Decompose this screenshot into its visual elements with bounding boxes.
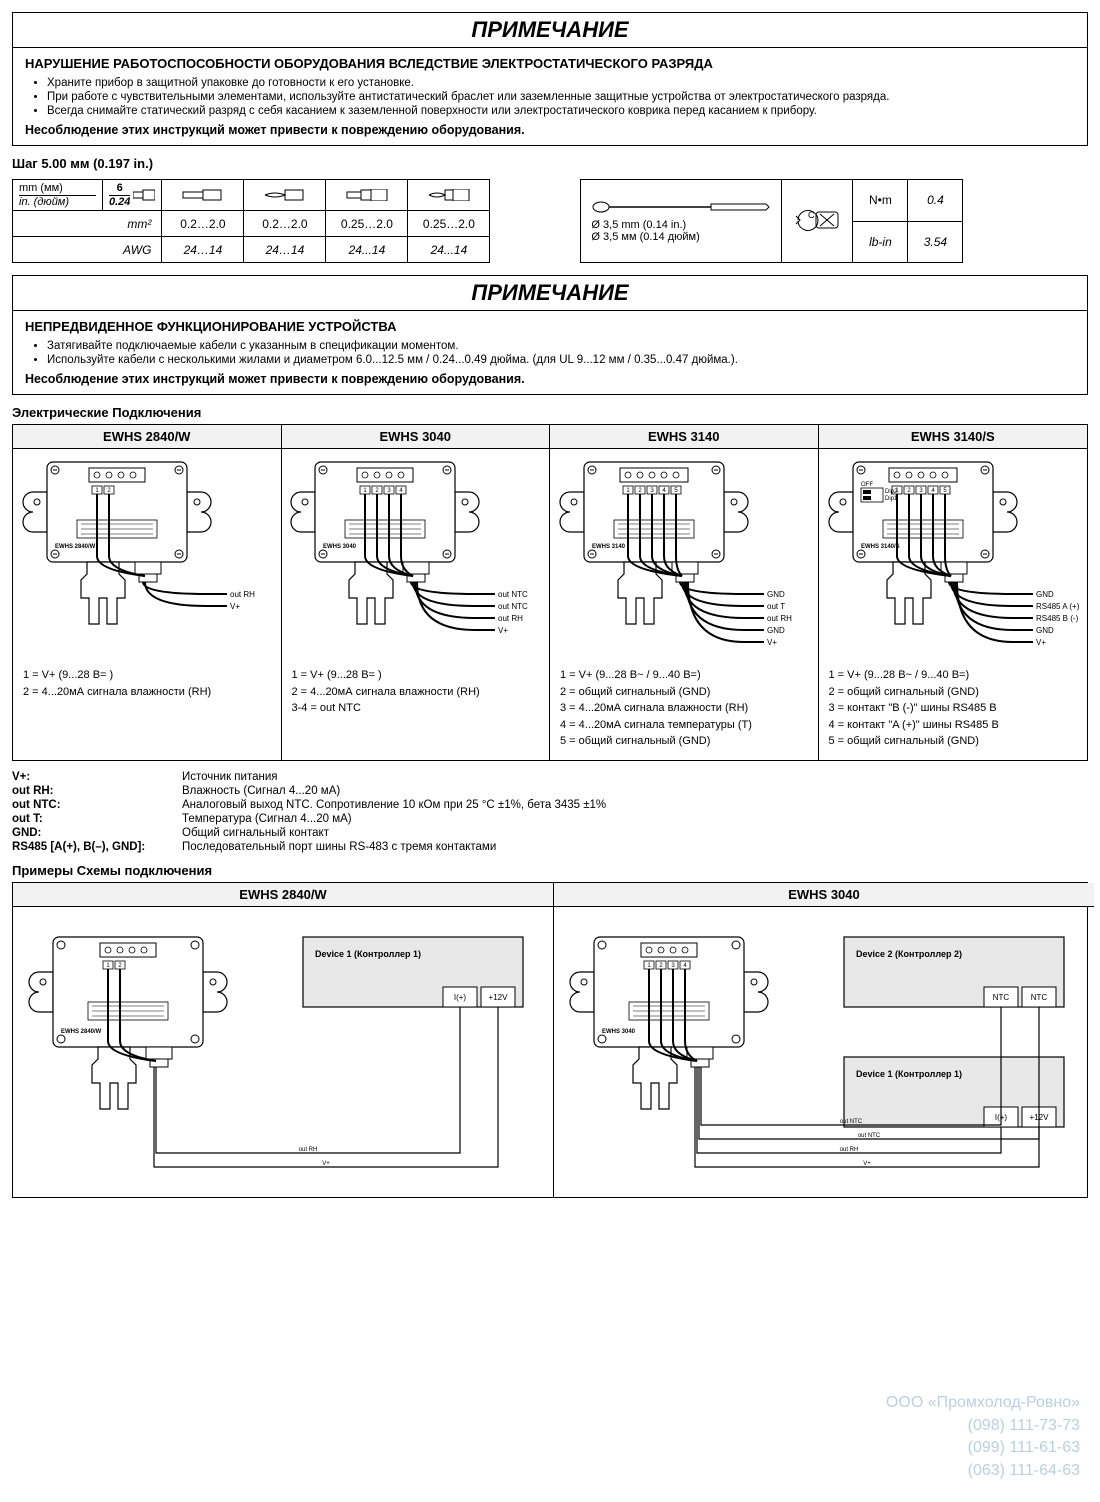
wire-gauge-table: mm (мм) in. (дюйм) 6 0.24 mm² 0.2…2.0 0. bbox=[12, 179, 490, 263]
tables-row: mm (мм) in. (дюйм) 6 0.24 mm² 0.2…2.0 0. bbox=[12, 179, 1088, 263]
device-cell: EWHS 3140 12345EWHS 3140GNDout Tout RHGN… bbox=[550, 425, 819, 760]
svg-text:V+: V+ bbox=[863, 1161, 871, 1167]
notice-title: ПРИМЕЧАНИЕ bbox=[13, 13, 1087, 48]
notice-footer-2: Несоблюдение этих инструкций может приве… bbox=[25, 372, 1075, 386]
ferrule-icon-4 bbox=[427, 189, 471, 201]
definition-row: V+:Источник питания bbox=[12, 771, 1088, 783]
svg-text:+12V: +12V bbox=[489, 993, 509, 1002]
example-grid: EWHS 2840/W 12EWHS 2840/WDevice 1 (Контр… bbox=[12, 882, 1088, 1198]
example-cell: EWHS 2840/W 12EWHS 2840/WDevice 1 (Контр… bbox=[13, 883, 554, 1197]
svg-text:out NTC: out NTC bbox=[498, 590, 528, 599]
svg-text:I(+): I(+) bbox=[454, 993, 467, 1002]
definition-row: out RH:Влажность (Сигнал 4...20 мА) bbox=[12, 785, 1088, 797]
connections-section-title: Электрические Подключения bbox=[12, 405, 1088, 420]
device-title: EWHS 3140 bbox=[550, 425, 818, 449]
svg-text:EWHS 3140/S: EWHS 3140/S bbox=[861, 544, 900, 550]
notice-box-2: ПРИМЕЧАНИЕ НЕПРЕДВИДЕННОЕ ФУНКЦИОНИРОВАН… bbox=[12, 275, 1088, 395]
svg-text:GND: GND bbox=[1036, 590, 1054, 599]
notice-title-2: ПРИМЕЧАНИЕ bbox=[13, 276, 1087, 311]
device-diagram: 1234EWHS 3040out NTCout NTCout RHV+ bbox=[282, 449, 550, 659]
svg-text:out RH: out RH bbox=[767, 614, 792, 623]
svg-text:out T: out T bbox=[767, 602, 785, 611]
step-label: Шаг 5.00 мм (0.197 in.) bbox=[12, 156, 1088, 171]
device-diagram: 12345EWHS 3140GNDout Tout RHGNDV+ bbox=[550, 449, 818, 659]
svg-text:EWHS 3140: EWHS 3140 bbox=[592, 544, 626, 550]
ferrule-icon-3 bbox=[345, 189, 389, 201]
svg-text:NTC: NTC bbox=[1031, 993, 1048, 1002]
svg-text:out RH: out RH bbox=[299, 1147, 318, 1153]
device-legend: 1 = V+ (9...28 B= )2 = 4...20мА сигнала … bbox=[282, 659, 550, 727]
svg-text:V+: V+ bbox=[767, 638, 777, 647]
example-title: EWHS 2840/W bbox=[13, 883, 553, 907]
examples-section-title: Примеры Схемы подключения bbox=[12, 863, 1088, 878]
device-title: EWHS 3040 bbox=[282, 425, 550, 449]
device-legend: 1 = V+ (9...28 B= )2 = 4...20мА сигнала … bbox=[13, 659, 281, 710]
example-title: EWHS 3040 bbox=[554, 883, 1094, 907]
svg-text:V+: V+ bbox=[322, 1161, 330, 1167]
device-cell: EWHS 3040 1234EWHS 3040out NTCout NTCout… bbox=[282, 425, 551, 760]
device-title: EWHS 3140/S bbox=[819, 425, 1088, 449]
device-legend: 1 = V+ (9...28 B~ / 9...40 B=)2 = общий … bbox=[550, 659, 818, 760]
definition-row: out T:Температура (Сигнал 4...20 мА) bbox=[12, 813, 1088, 825]
ferrule-icon-1 bbox=[181, 189, 225, 201]
svg-text:Device 1 (Контроллер 1): Device 1 (Контроллер 1) bbox=[315, 949, 421, 959]
svg-text:C: C bbox=[808, 210, 815, 220]
definition-row: GND:Общий сигнальный контакт bbox=[12, 827, 1088, 839]
example-diagram: 12EWHS 2840/WDevice 1 (Контроллер 1)I(+)… bbox=[13, 907, 553, 1197]
svg-text:V+: V+ bbox=[498, 626, 508, 635]
svg-text:RS485 B (-): RS485 B (-) bbox=[1036, 614, 1079, 623]
svg-text:V+: V+ bbox=[1036, 638, 1046, 647]
svg-text:RS485 A (+): RS485 A (+) bbox=[1036, 602, 1080, 611]
svg-text:GND: GND bbox=[1036, 626, 1054, 635]
notice-bullets: Храните прибор в защитной упаковке до го… bbox=[25, 77, 1075, 117]
definition-row: out NTC:Аналоговый выход NTC. Сопротивле… bbox=[12, 799, 1088, 811]
notice-bullets-2: Затягивайте подключаемые кабели с указан… bbox=[25, 340, 1075, 366]
svg-text:out RH: out RH bbox=[230, 590, 255, 599]
svg-text:out NTC: out NTC bbox=[858, 1133, 881, 1139]
definition-row: RS485 [A(+), B(–), GND]:Последовательный… bbox=[12, 841, 1088, 853]
svg-text:Device 1 (Контроллер 1): Device 1 (Контроллер 1) bbox=[856, 1069, 962, 1079]
notice-footer: Несоблюдение этих инструкций может приве… bbox=[25, 123, 1075, 137]
footer-contact: ООО «Промхолод-Ровно» (098) 111-73-73 (0… bbox=[886, 1392, 1080, 1482]
device-title: EWHS 2840/W bbox=[13, 425, 281, 449]
svg-text:OFF: OFF bbox=[861, 482, 873, 488]
example-cell: EWHS 3040 1234EWHS 3040Device 2 (Контрол… bbox=[554, 883, 1094, 1197]
svg-text:GND: GND bbox=[767, 590, 785, 599]
ferrule-icon-2 bbox=[263, 189, 307, 201]
svg-text:Device 2 (Контроллер 2): Device 2 (Контроллер 2) bbox=[856, 949, 962, 959]
device-cell: EWHS 2840/W 12EWHS 2840/Wout RHV+ 1 = V+… bbox=[13, 425, 282, 760]
svg-text:EWHS 2840/W: EWHS 2840/W bbox=[55, 544, 96, 550]
svg-text:NTC: NTC bbox=[993, 993, 1010, 1002]
svg-text:out RH: out RH bbox=[498, 614, 523, 623]
definitions: V+:Источник питания out RH:Влажность (Сиг… bbox=[12, 771, 1088, 853]
svg-text:GND: GND bbox=[767, 626, 785, 635]
svg-text:EWHS 2840/W: EWHS 2840/W bbox=[61, 1029, 102, 1035]
screw-icon: C bbox=[792, 202, 842, 238]
svg-text:V+: V+ bbox=[230, 602, 240, 611]
screwdriver-icon bbox=[591, 200, 771, 214]
svg-text:EWHS 3040: EWHS 3040 bbox=[323, 544, 357, 550]
notice-heading-2: НЕПРЕДВИДЕННОЕ ФУНКЦИОНИРОВАНИЕ УСТРОЙСТ… bbox=[25, 319, 1075, 334]
notice-box-1: ПРИМЕЧАНИЕ НАРУШЕНИЕ РАБОТОСПОСОБНОСТИ О… bbox=[12, 12, 1088, 146]
device-legend: 1 = V+ (9...28 B~ / 9...40 B=)2 = общий … bbox=[819, 659, 1088, 760]
example-diagram: 1234EWHS 3040Device 2 (Контроллер 2)NTCN… bbox=[554, 907, 1094, 1197]
svg-text:EWHS 3040: EWHS 3040 bbox=[602, 1029, 636, 1035]
device-diagram: 12345OFFDip2Dip1EWHS 3140/SGNDRS485 A (+… bbox=[819, 449, 1088, 659]
device-diagram: 12EWHS 2840/Wout RHV+ bbox=[13, 449, 281, 659]
svg-text:out RH: out RH bbox=[840, 1147, 859, 1153]
torque-table: Ø 3,5 mm (0.14 in.) Ø 3,5 мм (0.14 дюйм)… bbox=[580, 179, 963, 263]
device-grid: EWHS 2840/W 12EWHS 2840/Wout RHV+ 1 = V+… bbox=[12, 424, 1088, 761]
notice-heading: НАРУШЕНИЕ РАБОТОСПОСОБНОСТИ ОБОРУДОВАНИЯ… bbox=[25, 56, 1075, 71]
svg-text:out NTC: out NTC bbox=[840, 1119, 863, 1125]
device-cell: EWHS 3140/S 12345OFFDip2Dip1EWHS 3140/SG… bbox=[819, 425, 1088, 760]
wire-strip-icon bbox=[133, 188, 155, 202]
svg-text:out NTC: out NTC bbox=[498, 602, 528, 611]
